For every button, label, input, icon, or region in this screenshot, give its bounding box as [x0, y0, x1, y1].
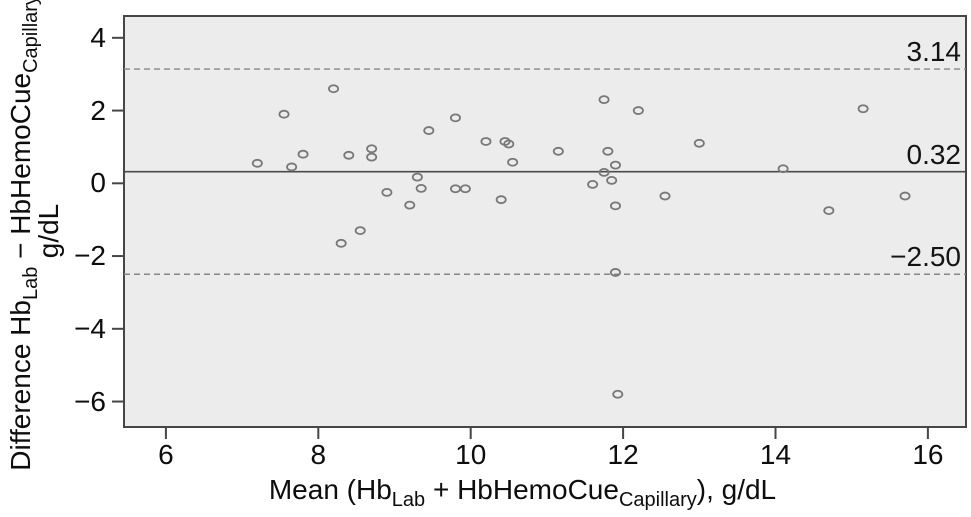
data-point: [857, 104, 869, 114]
reference-line-value-label: 3.14: [906, 36, 962, 68]
data-point: [328, 84, 340, 94]
x-axis-label-subscript-capillary: Capillary: [618, 489, 697, 511]
data-point: [366, 144, 378, 154]
data-point: [278, 109, 290, 119]
x-axis-label-text: Mean (Hb: [268, 474, 392, 505]
data-point: [411, 172, 423, 182]
x-tick-label: 12: [607, 439, 639, 470]
data-point: [693, 138, 705, 148]
y-tick-label: −4: [74, 312, 106, 344]
y-axis-label-subscript-lab: Lab: [20, 266, 42, 301]
x-axis-label-text: + HbHemoCue: [425, 474, 619, 505]
data-point: [503, 139, 515, 149]
x-tick-label: 14: [759, 439, 792, 470]
data-point: [251, 158, 263, 168]
data-point: [381, 188, 393, 197]
data-point: [609, 160, 621, 170]
data-point: [423, 126, 435, 135]
x-axis-label-text: ), g/dL: [696, 474, 777, 505]
y-tick-label: −6: [74, 385, 106, 417]
data-point: [777, 164, 789, 174]
data-point: [507, 157, 519, 167]
data-point: [632, 106, 644, 115]
data-point: [609, 268, 621, 277]
y-axis-label-text: Difference Hb: [5, 300, 36, 471]
x-tick-label: 10: [455, 439, 487, 470]
reference-line-value-label: 0.32: [906, 138, 962, 170]
data-point: [823, 206, 835, 215]
data-point: [609, 201, 621, 211]
x-tick-label: 6: [158, 439, 174, 470]
plot-area-frame: [123, 15, 967, 428]
data-point: [899, 191, 911, 201]
y-tick-label: 2: [90, 94, 106, 126]
data-point: [602, 146, 614, 156]
data-point: [459, 184, 471, 194]
data-point: [606, 175, 618, 185]
data-point: [598, 167, 610, 177]
y-tick-label: 0: [90, 167, 106, 199]
reference-line-value-label: −2.50: [890, 241, 961, 273]
x-tick-label: 8: [310, 439, 327, 470]
data-point: [366, 152, 378, 162]
data-point: [598, 95, 610, 105]
data-point: [335, 238, 347, 248]
data-point: [343, 150, 355, 160]
y-tick-label: −2: [74, 240, 106, 272]
data-point: [297, 149, 309, 159]
x-axis-label: Mean (HbLab + HbHemoCueCapillary), g/dL: [100, 474, 945, 510]
data-point: [415, 184, 427, 193]
x-axis-label-subscript-lab: Lab: [391, 489, 426, 511]
data-point: [612, 389, 624, 399]
y-axis-label-text: − HbHemoCue: [5, 72, 36, 267]
data-point: [354, 226, 366, 235]
data-point: [480, 137, 492, 146]
data-point: [404, 200, 416, 210]
data-point: [659, 191, 671, 201]
x-tick-label: 16: [912, 439, 944, 470]
data-point: [552, 146, 564, 156]
data-point: [449, 113, 461, 123]
y-tick-label: 4: [90, 21, 106, 53]
data-point: [587, 180, 599, 189]
data-point: [495, 195, 507, 205]
data-point: [286, 162, 298, 172]
